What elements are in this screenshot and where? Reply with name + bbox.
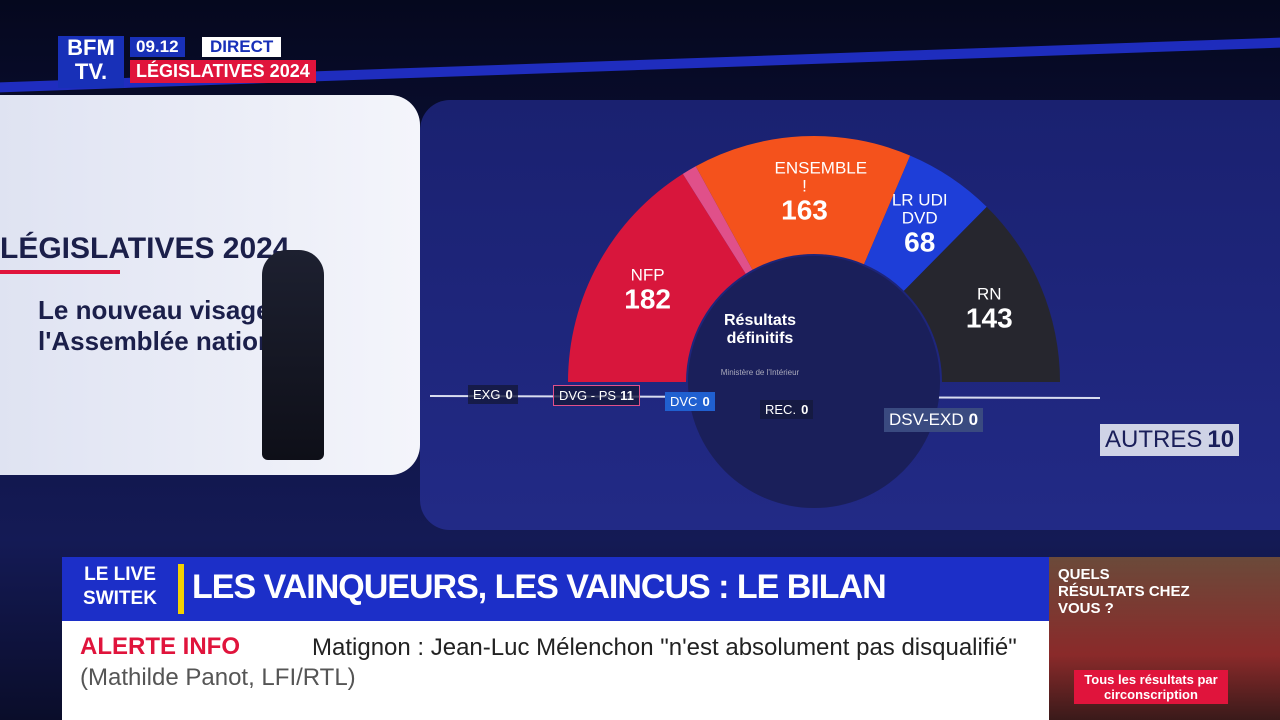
headline-bar [62,557,1049,621]
segment-name: ENSEMBLE ! [774,158,868,196]
alert-source: (Mathilde Panot, LFI/RTL) [80,664,356,691]
minor-name: AUTRES [1105,426,1203,453]
minor-label: DSV-EXD 0 [884,408,984,432]
logo: BFM TV. [58,36,124,88]
show-name: LE LIVE SWITEK [83,564,157,609]
underline [0,270,120,274]
minor-label: REC. 0 [760,400,814,419]
seat-segment [568,173,746,382]
headline: LES VAINQUEURS, LES VAINCUS : LE BILAN [192,568,887,606]
center-hole [688,256,940,508]
minor-name: REC. [765,402,797,417]
segment-value: 68 [904,226,936,258]
segment-value: 143 [965,301,1013,333]
promo-question: QUELS RÉSULTATS CHEZ VOUS ? [1058,566,1190,617]
logo-top: BFM [67,35,115,60]
left-screen [0,95,420,475]
segment-value: 182 [624,283,671,315]
minor-value: 11 [620,388,634,403]
minor-name: DSV-EXD [889,410,964,429]
minor-value: 0 [702,394,710,409]
screen-title: LÉGISLATIVES 2024 [0,232,290,265]
source: Ministère de l'Intérieur [720,368,800,377]
separator [178,564,184,614]
seat-segment [903,206,1060,382]
segment-value: 163 [781,194,828,226]
logo-bottom: TV. [74,59,108,84]
segment-label: LR UDI DVD 68 [890,190,950,258]
segment-label: RN 143 [959,284,1019,333]
center-title: Résultats définitifs [723,312,797,347]
minor-value: 10 [1207,426,1235,453]
seat-segment [695,135,911,270]
minor-value: 0 [968,410,979,429]
segment-name: LR UDI DVD [891,190,948,228]
minor-label: DVG - PS 11 [553,385,640,406]
alert-text: Matignon : Jean-Luc Mélenchon "n'est abs… [80,633,1030,693]
segment-label: ENSEMBLE ! 163 [774,158,868,226]
time: 09.12 [130,37,185,57]
segment-label: NFP 182 [618,265,678,315]
program: LÉGISLATIVES 2024 [130,60,316,83]
minor-value: 0 [801,402,809,417]
minor-name: DVC [670,394,698,409]
presenter [262,250,324,460]
seat-segment [682,166,753,274]
minor-label: AUTRES 10 [1100,424,1240,456]
minor-name: EXG [473,387,501,402]
minor-label: DVC 0 [665,392,715,411]
seat-segment [864,155,987,291]
minor-value: 0 [505,387,513,402]
segment-name: RN [977,284,1002,304]
promo-cta[interactable]: Tous les résultats par circonscription [1074,670,1228,704]
alert-bar [62,621,1049,720]
minor-label: EXG 0 [468,385,518,404]
alert-body: Matignon : Jean-Luc Mélenchon "n'est abs… [312,634,1017,661]
alert-tag: ALERTE INFO [80,633,240,660]
minor-name: DVG - PS [559,388,617,403]
segment-name: NFP [630,265,665,285]
live-tag: DIRECT [202,37,282,57]
